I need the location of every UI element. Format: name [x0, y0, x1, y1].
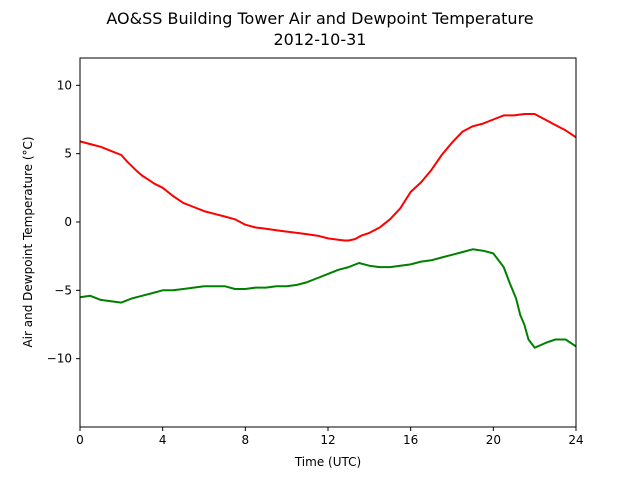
- y-axis-label: Air and Dewpoint Temperature (°C): [21, 136, 35, 347]
- x-tick-label: 4: [159, 433, 167, 447]
- x-axis-label: Time (UTC): [294, 455, 361, 469]
- y-axis: −10 −5 0 5 10: [47, 78, 80, 366]
- y-tick-label: −5: [54, 283, 72, 297]
- y-tick-label: −10: [47, 352, 72, 366]
- chart-subtitle: 2012-10-31: [274, 30, 367, 49]
- plot-lines: [79, 113, 577, 349]
- y-tick-label: 5: [64, 147, 72, 161]
- x-axis: 0 4 8 12 16 20 24: [76, 427, 584, 447]
- chart-title: AO&SS Building Tower Air and Dewpoint Te…: [106, 9, 533, 28]
- x-tick-label: 0: [76, 433, 84, 447]
- series-line-0: [79, 113, 577, 242]
- x-tick-label: 20: [486, 433, 501, 447]
- x-tick-label: 12: [320, 433, 335, 447]
- series-line-1: [79, 248, 577, 349]
- plot-frame: [79, 57, 577, 428]
- x-tick-label: 8: [242, 433, 250, 447]
- y-tick-label: 10: [57, 78, 72, 92]
- x-tick-label: 24: [568, 433, 583, 447]
- y-tick-label: 0: [64, 215, 72, 229]
- x-tick-label: 16: [403, 433, 418, 447]
